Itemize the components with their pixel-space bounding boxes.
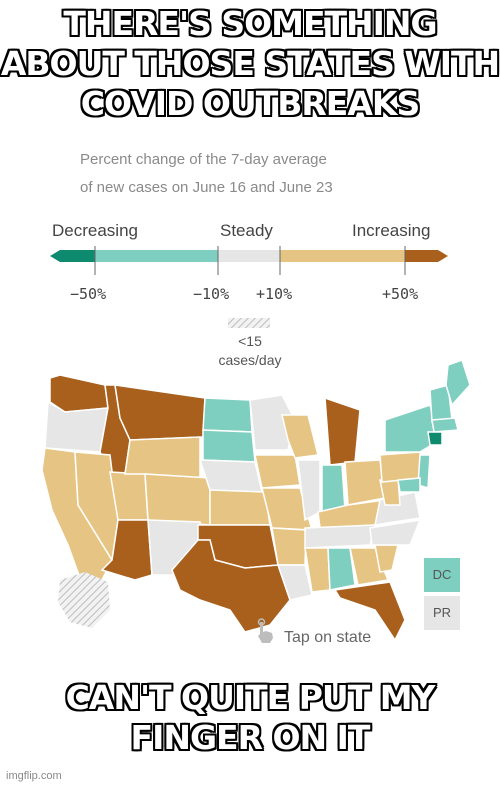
pr-box[interactable]: PR bbox=[424, 596, 460, 630]
legend-steady-label: Steady bbox=[220, 221, 273, 240]
state-indiana bbox=[321, 464, 346, 513]
legend-decreasing-label: Decreasing bbox=[52, 221, 138, 240]
state-montana bbox=[114, 384, 206, 441]
state-wyoming bbox=[124, 436, 201, 479]
pr-label: PR bbox=[432, 605, 452, 620]
dc-label: DC bbox=[432, 567, 452, 582]
meme-top-caption: THERE'S SOMETHING ABOUT THOSE STATES WIT… bbox=[0, 3, 500, 124]
tap-hand-icon bbox=[257, 618, 273, 643]
low-cases-swatch bbox=[228, 318, 270, 328]
state-alabama bbox=[327, 547, 356, 591]
meme-bottom-caption: CAN'T QUITE PUT MY FINGER ON IT bbox=[65, 677, 437, 758]
state-nebraska bbox=[198, 459, 263, 493]
dc-box[interactable]: DC bbox=[424, 558, 460, 592]
state-pennsylvania bbox=[379, 451, 423, 483]
state-maine bbox=[445, 359, 471, 407]
low-cases-label-1: <15 bbox=[238, 333, 262, 349]
state-north-carolina bbox=[369, 519, 422, 546]
state-alaska bbox=[58, 572, 110, 628]
state-maryland bbox=[397, 477, 421, 493]
tap-on-state-hint: Tap on state bbox=[284, 629, 372, 646]
legend-tick-plus-50: +50% bbox=[382, 285, 419, 303]
legend-tick-plus-10: +10% bbox=[256, 285, 293, 303]
legend-color-bar bbox=[50, 246, 448, 275]
state-kansas bbox=[209, 489, 271, 526]
legend-increasing-label: Increasing bbox=[352, 221, 431, 240]
state-south-dakota bbox=[202, 429, 256, 463]
state-ohio bbox=[344, 459, 386, 506]
state-tennessee bbox=[304, 524, 376, 549]
us-states-map bbox=[41, 359, 471, 642]
state-iowa bbox=[254, 454, 301, 489]
state-colorado bbox=[144, 473, 211, 526]
legend-tick-minus-10: −10% bbox=[193, 285, 230, 303]
state-louisiana bbox=[276, 564, 313, 601]
state-massachusetts bbox=[431, 417, 459, 433]
state-north-dakota bbox=[202, 397, 253, 433]
subtitle-line-2: of new cases on June 16 and June 23 bbox=[80, 179, 333, 196]
legend-tick-minus-50: −50% bbox=[70, 285, 107, 303]
state-michigan bbox=[324, 396, 361, 466]
state-connecticut bbox=[427, 431, 443, 446]
state-new-jersey bbox=[417, 454, 431, 489]
state-washington bbox=[49, 374, 109, 413]
state-new-york bbox=[384, 404, 441, 453]
state-florida bbox=[333, 581, 406, 642]
imgflip-watermark: imgflip.com bbox=[6, 770, 62, 782]
state-arkansas bbox=[271, 527, 307, 566]
subtitle-line-1: Percent change of the 7-day average bbox=[80, 151, 327, 168]
state-wisconsin bbox=[281, 414, 319, 459]
low-cases-label-2: cases/day bbox=[218, 352, 282, 368]
